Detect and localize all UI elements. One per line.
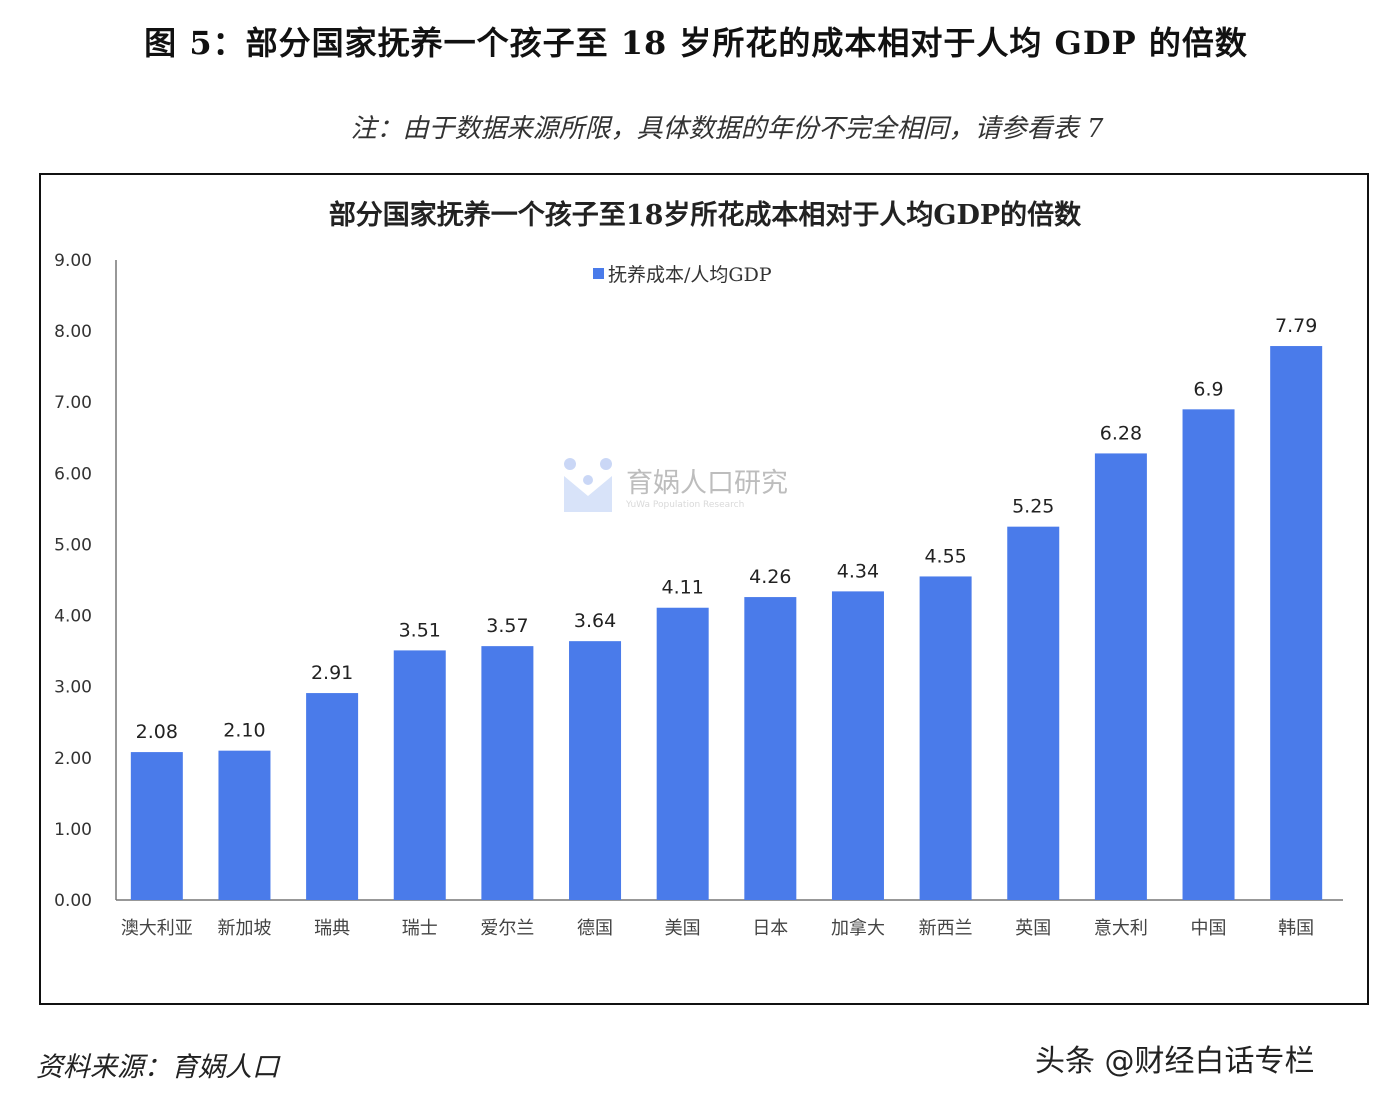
chart-frame bbox=[39, 173, 1369, 1005]
chart-title: 部分国家抚养一个孩子至18岁所花成本相对于人均GDP的倍数 bbox=[328, 200, 1082, 231]
x-tick-label: 加拿大 bbox=[831, 917, 885, 939]
legend-label: 抚养成本/人均GDP bbox=[608, 264, 772, 286]
data-label: 2.10 bbox=[223, 720, 265, 742]
bar bbox=[1094, 453, 1147, 900]
bar bbox=[569, 641, 622, 900]
x-tick-label: 新加坡 bbox=[217, 918, 271, 939]
data-label: 4.11 bbox=[662, 577, 704, 599]
bar bbox=[130, 752, 183, 900]
data-label: 4.26 bbox=[749, 566, 791, 588]
data-label: 5.25 bbox=[1012, 496, 1054, 518]
x-tick-label: 日本 bbox=[752, 918, 788, 939]
credit-text: 头条 @财经白话专栏 bbox=[1035, 1044, 1315, 1079]
data-label: 3.64 bbox=[574, 610, 616, 632]
bar bbox=[306, 693, 359, 900]
data-label: 4.34 bbox=[837, 560, 879, 582]
source-note: 资料来源：育娲人口 bbox=[36, 1052, 279, 1083]
y-tick-label: 4.00 bbox=[54, 607, 92, 627]
bar bbox=[1182, 409, 1235, 900]
y-tick-label: 5.00 bbox=[54, 535, 92, 555]
x-tick-label: 中国 bbox=[1191, 918, 1227, 939]
x-tick-label: 澳大利亚 bbox=[121, 918, 193, 939]
data-label: 6.28 bbox=[1100, 422, 1142, 444]
y-tick-label: 0.00 bbox=[54, 891, 92, 911]
bar bbox=[393, 650, 446, 900]
y-tick-label: 9.00 bbox=[54, 251, 92, 271]
data-label: 7.79 bbox=[1275, 315, 1317, 337]
figure-note: 注：由于数据来源所限，具体数据的年份不完全相同，请参看表 7 bbox=[350, 114, 1104, 144]
y-tick-label: 1.00 bbox=[54, 820, 92, 840]
legend: 抚养成本/人均GDP bbox=[593, 260, 772, 287]
bar bbox=[656, 607, 709, 900]
watermark: 育娲人口研究 YuWa Population Research bbox=[562, 456, 788, 514]
data-label: 3.57 bbox=[486, 615, 528, 637]
data-label: 2.08 bbox=[136, 721, 178, 743]
watermark-name: 育娲人口研究 bbox=[626, 467, 788, 499]
x-tick-label: 爱尔兰 bbox=[480, 918, 534, 939]
bar bbox=[919, 576, 972, 900]
data-label: 6.9 bbox=[1193, 378, 1223, 400]
y-tick-label: 3.00 bbox=[54, 678, 92, 698]
y-tick-label: 2.00 bbox=[54, 749, 92, 769]
x-tick-label: 意大利 bbox=[1094, 918, 1148, 939]
x-tick-label: 韩国 bbox=[1278, 918, 1314, 939]
x-tick-label: 英国 bbox=[1015, 918, 1051, 939]
x-tick-label: 美国 bbox=[665, 918, 701, 939]
bar bbox=[744, 597, 797, 900]
figure-title: 图 5：部分国家抚养一个孩子至 18 岁所花的成本相对于人均 GDP 的倍数 bbox=[144, 24, 1248, 62]
bar bbox=[831, 591, 884, 900]
y-tick-label: 6.00 bbox=[54, 464, 92, 484]
x-tick-label: 新西兰 bbox=[919, 918, 973, 939]
bar bbox=[481, 646, 534, 900]
legend-swatch bbox=[593, 268, 604, 279]
y-tick-label: 7.00 bbox=[54, 393, 92, 413]
bar bbox=[218, 750, 271, 900]
x-tick-label: 德国 bbox=[577, 918, 613, 939]
watermark-logo-icon bbox=[564, 458, 612, 512]
y-tick-label: 8.00 bbox=[54, 322, 92, 342]
x-tick-label: 瑞典 bbox=[314, 918, 350, 939]
x-tick-label: 瑞士 bbox=[402, 918, 438, 939]
data-label: 2.91 bbox=[311, 662, 353, 684]
data-label: 3.51 bbox=[399, 619, 441, 641]
watermark-subtitle: YuWa Population Research bbox=[626, 499, 745, 510]
data-label: 4.55 bbox=[924, 545, 966, 567]
bar bbox=[1270, 346, 1323, 900]
bar bbox=[1007, 526, 1060, 900]
